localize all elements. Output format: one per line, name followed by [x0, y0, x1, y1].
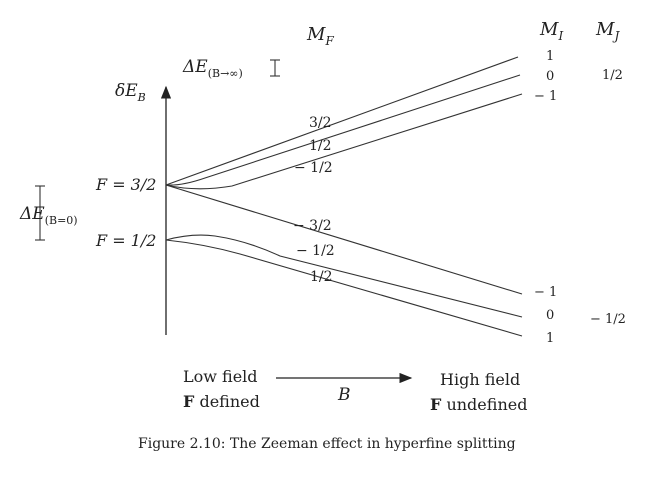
mf-upper-label: 1/2 [309, 138, 332, 154]
level-upper-mf-minus-1-2 [165, 93, 523, 190]
mi-upper-label: 1 [546, 49, 554, 64]
mf-lower-label: − 3/2 [293, 218, 332, 234]
delta-e-zero-label: ΔE(B=0) [19, 204, 78, 227]
level-lower-mf-1-2 [165, 239, 523, 337]
delta-e-infinity-bracket [270, 59, 280, 77]
high-field-undefined: F undefined [430, 395, 527, 414]
mf-header: MF [306, 24, 334, 48]
mf-lower-label: 1/2 [310, 269, 333, 285]
level-upper-mf-1-2 [165, 74, 521, 186]
mj-header: MJ [595, 19, 620, 43]
high-field-label: High field [440, 370, 520, 389]
mi-upper-label: 0 [546, 69, 554, 84]
mi-upper-label: − 1 [534, 89, 557, 104]
level-lower-mf-minus-1-2 [165, 234, 523, 318]
mf-upper-label: 3/2 [309, 115, 332, 131]
field-arrow-label: B [337, 385, 351, 405]
figure-caption: Figure 2.10: The Zeeman effect in hyperf… [138, 436, 516, 452]
mi-header: MI [539, 19, 563, 43]
f-lower-label: F = 1/2 [95, 231, 156, 250]
mi-lower-label: 1 [546, 331, 554, 346]
y-axis-label: δEB [115, 81, 146, 104]
level-upper-mf-minus-3-2 [165, 184, 523, 295]
low-field-label: Low field [183, 367, 258, 386]
low-field-defined: F defined [183, 392, 260, 411]
mf-lower-label: − 1/2 [296, 243, 335, 259]
f-upper-label: F = 3/2 [95, 175, 156, 194]
mi-lower-label: 0 [546, 308, 554, 323]
delta-e-zero-bracket [35, 185, 45, 241]
mj-lower-label: − 1/2 [590, 312, 626, 327]
mj-upper-label: 1/2 [602, 68, 623, 83]
mi-lower-label: − 1 [534, 285, 557, 300]
mf-upper-label: − 1/2 [294, 160, 333, 176]
level-upper-mf-3-2 [165, 56, 519, 186]
delta-e-infinity-label: ΔE(B→∞) [182, 57, 243, 80]
